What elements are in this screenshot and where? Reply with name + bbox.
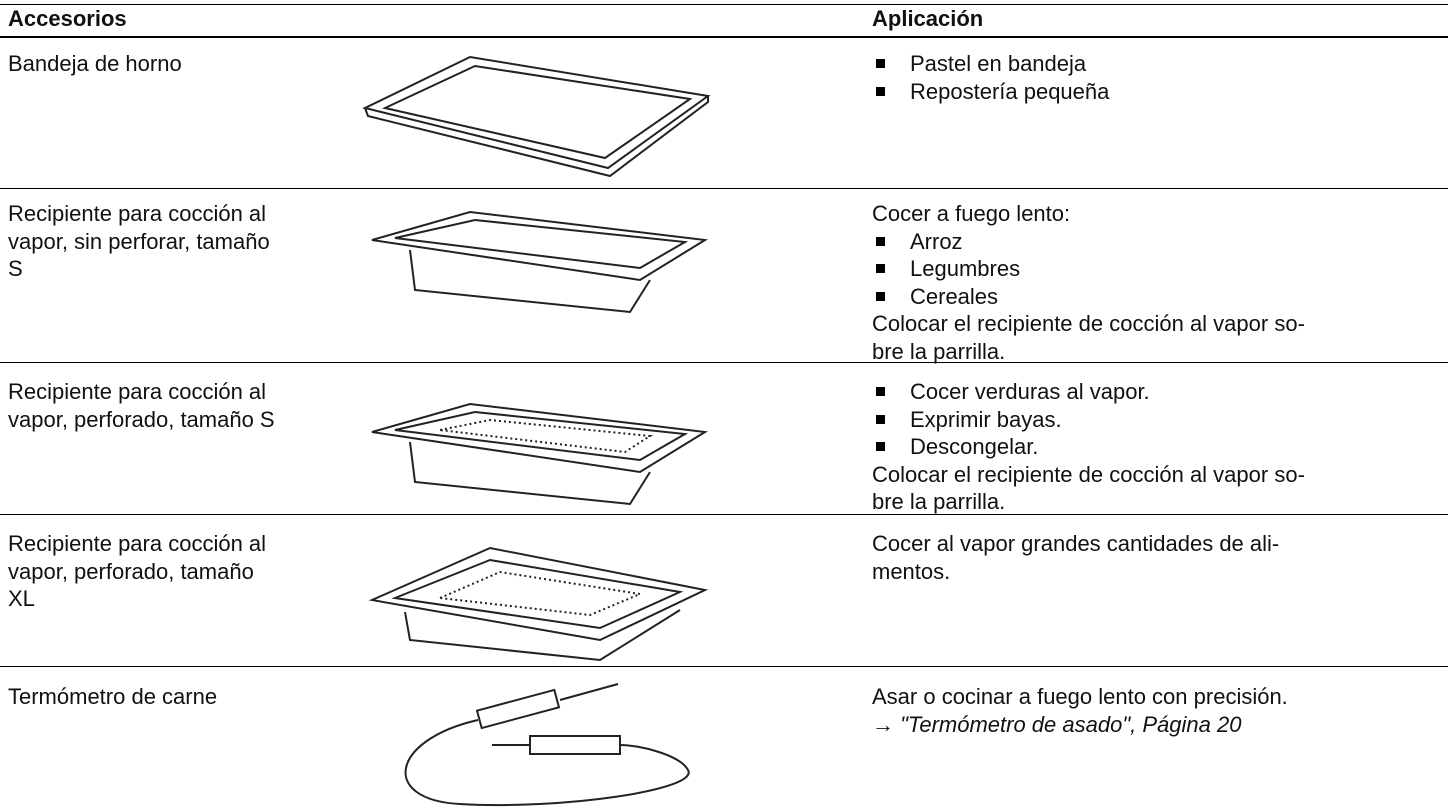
row-rule [0,514,1448,515]
application-cell: Asar o cocinar a fuego lento con precisi… [872,683,1288,738]
accessory-text: vapor, perforado, tamaño S [8,406,275,432]
steam-tray-s [371,210,708,314]
application-text: Colocar el recipiente de cocción al vapo… [872,311,1305,337]
accessory-text: Recipiente para cocción al [8,531,267,556]
bullet-item: Repostería pequeña [872,78,1109,106]
accessory-text: Termómetro de carne [8,684,218,709]
accessory-text: vapor, sin perforar, tamaño [8,228,270,254]
header-rule [0,36,1448,38]
accessory-cell: Recipiente para cocción al vapor, perfora… [8,530,266,613]
application-cell: Pastel en bandeja Repostería pequeña [872,50,1109,105]
accessory-text: Recipiente para cocción al [8,201,267,226]
accessory-cell: Recipiente para cocción al vapor, sin per… [8,200,270,283]
accessory-text: XL [8,586,35,612]
row-rule [0,362,1448,363]
bullet-item: Arroz [872,228,1305,256]
application-text: Asar o cocinar a fuego lento con precisi… [872,684,1288,709]
accessory-cell: Termómetro de carne [8,683,217,711]
baking-tray [362,55,711,178]
accessory-text: S [8,256,23,282]
accessory-cell: Recipiente para cocción al vapor, perfora… [8,378,275,433]
header-accessories: Accesorios [8,6,127,31]
bullet-item: Pastel en bandeja [872,50,1109,78]
application-text: bre la parrilla. [872,489,1006,515]
bullet-item: Cocer verduras al vapor. [872,378,1305,406]
steam-tray-s-perforated [371,402,708,506]
bullet-item: Cereales [872,283,1305,311]
bullet-item: Descongelar. [872,433,1305,461]
top-rule [0,4,1448,5]
bullet-item: Legumbres [872,255,1305,283]
row-rule [0,666,1448,667]
application-text: Colocar el recipiente de cocción al vapo… [872,461,1305,487]
application-text: Cocer al vapor grandes cantidades de ali… [872,531,1280,556]
row-rule [0,188,1448,189]
application-cell: Cocer al vapor grandes cantidades de ali… [872,530,1279,585]
accessory-text: Bandeja de horno [8,51,182,76]
cross-reference: → "Termómetro de asado", Página 20 [872,711,1242,737]
application-cell: Cocer verduras al vapor. Exprimir bayas. D… [872,378,1305,516]
header-application: Aplicación [872,6,984,31]
accessory-cell: Bandeja de horno [8,50,182,78]
steam-tray-xl [368,546,709,662]
application-text: bre la parrilla. [872,338,1006,364]
meat-thermometer [404,683,690,807]
accessory-text: Recipiente para cocción al [8,379,267,404]
application-text: Cocer a fuego lento: [872,201,1071,226]
application-text: mentos. [872,558,951,584]
application-cell: Cocer a fuego lento: Arroz Legumbres Cereal… [872,200,1305,366]
accessory-text: vapor, perforado, tamaño [8,558,254,584]
bullet-item: Exprimir bayas. [872,406,1305,434]
